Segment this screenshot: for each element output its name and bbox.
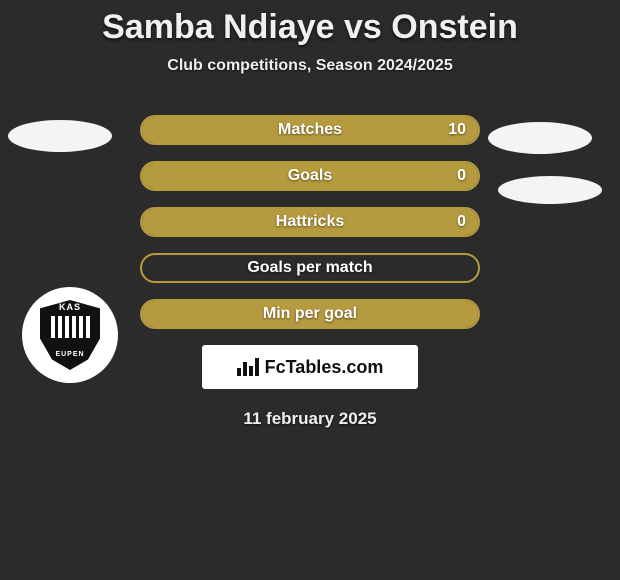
emblem-bottom-text: EUPEN	[40, 351, 100, 358]
subtitle: Club competitions, Season 2024/2025	[0, 57, 620, 75]
club-emblem: KAS EUPEN	[22, 287, 118, 383]
metric-row: Hattricks0	[140, 207, 480, 237]
metric-fill-right	[142, 209, 478, 235]
page-title: Samba Ndiaye vs Onstein	[0, 0, 620, 47]
bar-chart-icon	[237, 358, 259, 376]
date-label: 11 february 2025	[0, 409, 620, 429]
metric-label: Goals per match	[247, 259, 372, 277]
metric-bars: Matches10 Goals0 Hattricks0 Goals per match…	[140, 115, 480, 329]
metric-fill-right	[142, 301, 478, 327]
metric-value-right: 0	[457, 213, 466, 231]
infographic-root: Samba Ndiaye vs Onstein Club competition…	[0, 0, 620, 580]
emblem-stripes	[40, 316, 100, 338]
right-player-oval	[488, 122, 592, 154]
metric-value-right: 0	[457, 167, 466, 185]
metric-fill-right	[142, 117, 478, 143]
metric-row: Goals per match	[140, 253, 480, 283]
comparison-area: KAS EUPEN Matches10 Goals0 Hattricks0 Goals…	[0, 115, 620, 429]
metric-fill-right	[142, 163, 478, 189]
metric-row: Goals0	[140, 161, 480, 191]
brand-box: FcTables.com	[202, 345, 418, 389]
right-player-oval-2	[498, 176, 602, 204]
metric-row: Matches10	[140, 115, 480, 145]
brand-text: FcTables.com	[265, 357, 384, 378]
emblem-top-text: KAS	[40, 302, 100, 312]
left-player-oval	[8, 120, 112, 152]
metric-row: Min per goal	[140, 299, 480, 329]
metric-value-right: 10	[448, 121, 466, 139]
shield-icon: KAS EUPEN	[40, 300, 100, 370]
